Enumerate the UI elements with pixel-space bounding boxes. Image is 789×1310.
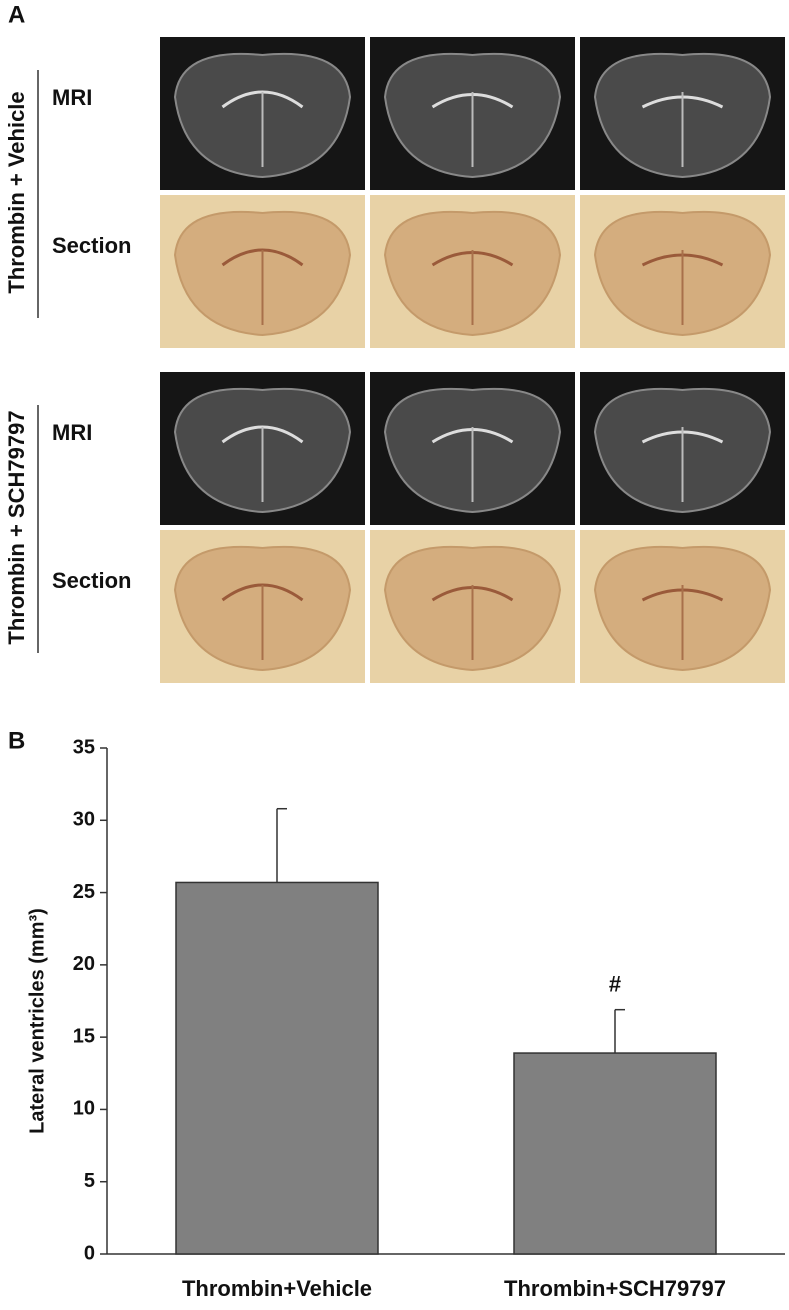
section-image bbox=[580, 530, 785, 683]
panel-label: A bbox=[8, 1, 25, 28]
group-label: Thrombin + Vehicle bbox=[4, 91, 29, 293]
row-label: Section bbox=[52, 233, 131, 258]
bar bbox=[513, 1052, 717, 1255]
section-image bbox=[370, 530, 575, 683]
section-image bbox=[370, 195, 575, 348]
section-image bbox=[160, 530, 365, 683]
x-tick-label: Thrombin+Vehicle bbox=[182, 1276, 372, 1301]
significance-marker: # bbox=[609, 971, 621, 996]
mri-image bbox=[580, 372, 785, 525]
mri-image bbox=[370, 37, 575, 190]
group-label: Thrombin + SCH79797 bbox=[4, 410, 29, 644]
row-label: MRI bbox=[52, 85, 92, 110]
mri-image bbox=[580, 37, 785, 190]
y-tick-label: 25 bbox=[73, 881, 95, 903]
row-label: MRI bbox=[52, 420, 92, 445]
mri-image bbox=[160, 372, 365, 525]
mri-image bbox=[160, 37, 365, 190]
y-tick-label: 20 bbox=[73, 953, 95, 975]
section-image bbox=[160, 195, 365, 348]
y-axis-title: Lateral ventricles (mm³) bbox=[26, 908, 48, 1134]
x-tick-label: Thrombin+SCH79797 bbox=[504, 1276, 726, 1301]
row-label: Section bbox=[52, 568, 131, 593]
y-tick-label: 35 bbox=[73, 736, 95, 758]
section-image bbox=[580, 195, 785, 348]
bar bbox=[175, 881, 379, 1255]
y-tick-label: 10 bbox=[73, 1098, 95, 1120]
y-tick-label: 30 bbox=[73, 809, 95, 831]
panel-label: B bbox=[8, 727, 25, 754]
y-tick-label: 15 bbox=[73, 1025, 95, 1047]
mri-image bbox=[370, 372, 575, 525]
y-tick-label: 0 bbox=[84, 1242, 95, 1264]
y-tick-label: 5 bbox=[84, 1170, 95, 1192]
